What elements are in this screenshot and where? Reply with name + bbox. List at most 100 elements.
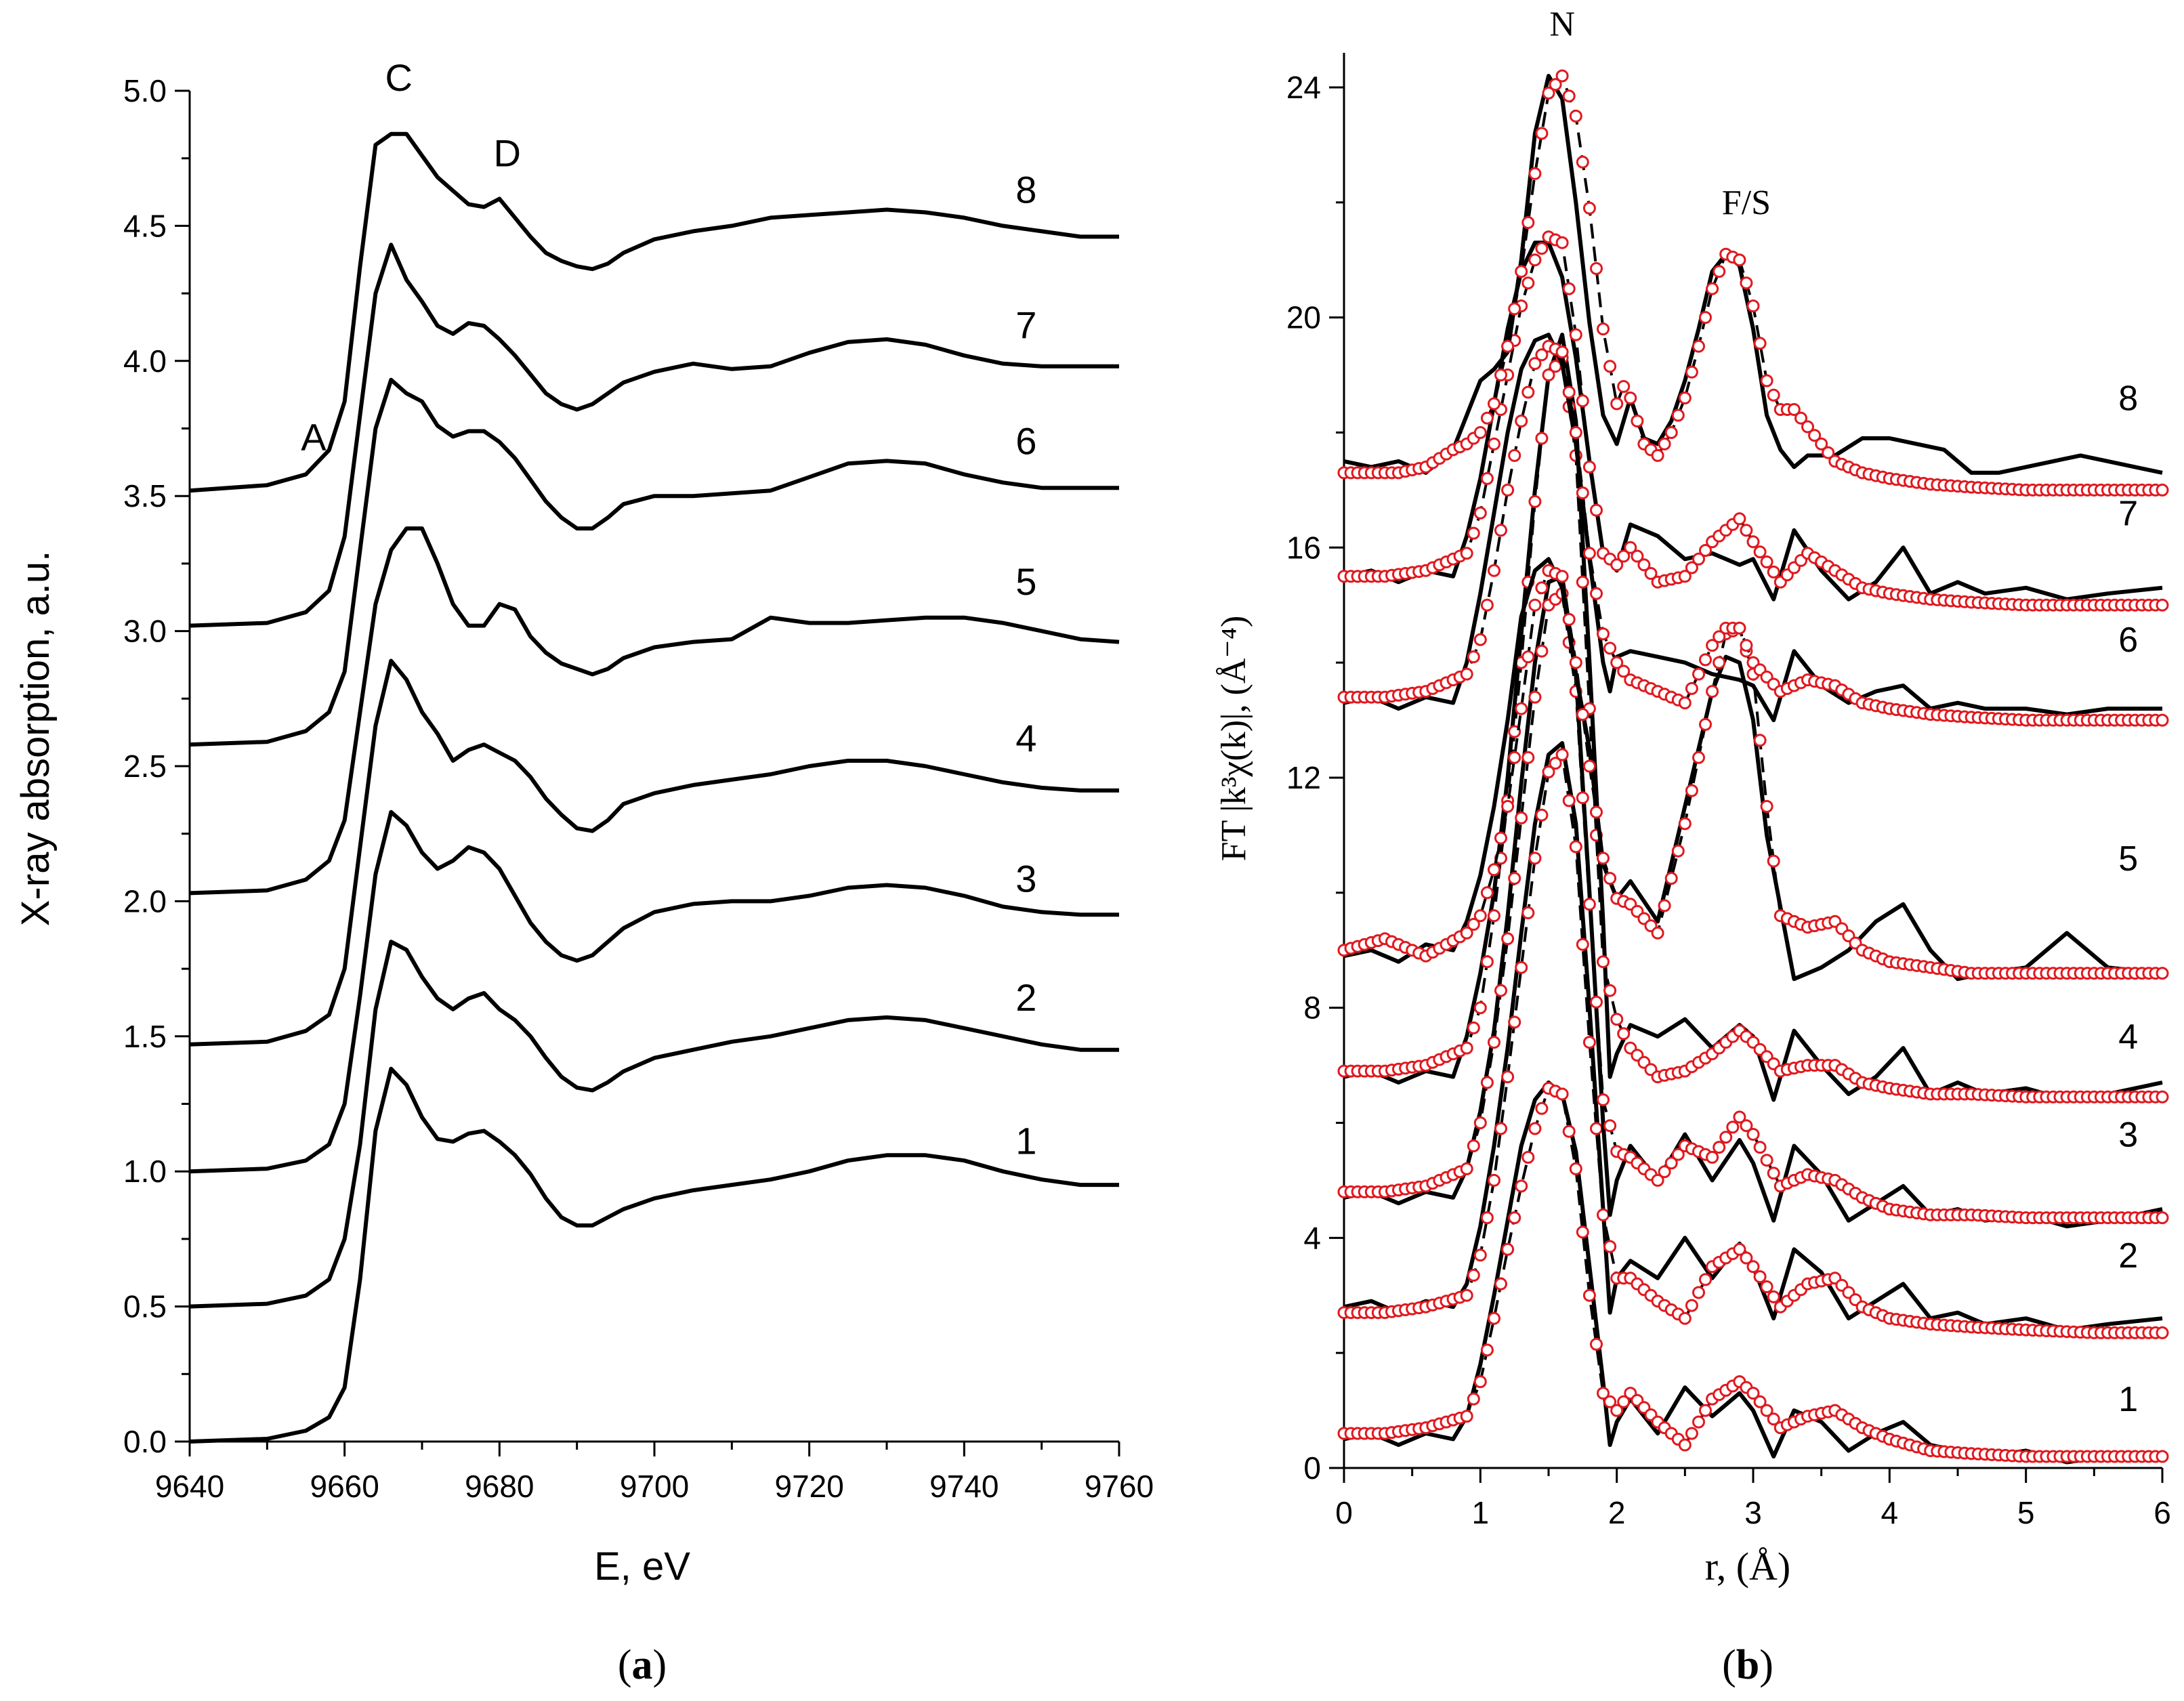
panel-b-letter: b bbox=[1736, 1642, 1759, 1688]
panel-a-x-tick-label: 9700 bbox=[620, 1469, 689, 1504]
panel-b-fit-point bbox=[1733, 512, 1746, 526]
panel-b-fit-point bbox=[1767, 854, 1780, 868]
panel-b-fit-point bbox=[1678, 570, 1692, 583]
panel-b-fit-point bbox=[1678, 696, 1692, 710]
panel-b-fit-point bbox=[1590, 1122, 1603, 1135]
panel-b-fit-point bbox=[1699, 717, 1712, 731]
panel-b-fit-point bbox=[1473, 1375, 1487, 1389]
panel-b-fit-point bbox=[1460, 1041, 1473, 1055]
panel-b-fit-point bbox=[1460, 547, 1473, 560]
panel-b-fit-series-5 bbox=[1337, 564, 2169, 980]
panel-b-fit-point bbox=[1767, 1290, 1780, 1303]
panel-b-fit-point bbox=[1501, 799, 1515, 813]
panel-b-fit-point bbox=[2156, 483, 2169, 497]
panel-b-fit-point bbox=[1473, 426, 1487, 439]
panel-b-fit-point bbox=[1542, 765, 1555, 778]
panel-b-series-labels: 1 2 3 4 5 6 7 8 bbox=[2118, 379, 2138, 1420]
panel-b-fit-point bbox=[1501, 483, 1515, 497]
panel-a-y-tick-label: 2.5 bbox=[123, 749, 167, 784]
panel-b-y-tick-label: 8 bbox=[1303, 990, 1321, 1026]
panel-b-fit-point bbox=[1494, 369, 1507, 381]
panel-b-fit-point bbox=[1582, 898, 1596, 911]
panel-a-series-label-5: 5 bbox=[1015, 560, 1036, 603]
panel-b-fit-point bbox=[1692, 1286, 1705, 1299]
panel-b-fit-point bbox=[1576, 486, 1589, 500]
panel-b-fit-point bbox=[1706, 282, 1719, 295]
panel-b-fit-point bbox=[1521, 650, 1535, 664]
panel-a-series-label-8: 8 bbox=[1015, 169, 1036, 211]
panel-b-fit-point bbox=[1488, 437, 1500, 450]
panel-b-fit-point bbox=[1542, 369, 1555, 381]
panel-b-fit-point bbox=[1685, 681, 1698, 695]
panel-b-fit-point bbox=[1480, 955, 1494, 969]
panel-b-fit-point bbox=[1576, 938, 1589, 951]
panel-b-fit-point bbox=[1569, 1162, 1582, 1175]
panel-b-fit-point bbox=[1582, 460, 1596, 474]
panel-b-fit-point bbox=[1555, 748, 1569, 761]
panel-b-fit-point bbox=[1467, 1021, 1480, 1034]
panel-b-fit-point bbox=[1746, 299, 1760, 313]
panel-b-fit-point bbox=[2156, 1450, 2169, 1463]
panel-b-curve-8 bbox=[1343, 74, 2163, 475]
panel-b-fit-point bbox=[1555, 1087, 1569, 1101]
panel-a-curve-7 bbox=[189, 243, 1119, 628]
panel-a-series-label-4: 4 bbox=[1015, 717, 1036, 759]
panel-b-fit-point bbox=[1535, 127, 1549, 140]
panel-b-fit-point bbox=[1562, 282, 1576, 295]
panel-b-fit-point bbox=[1549, 757, 1562, 770]
panel-b-fit-point bbox=[1767, 1167, 1780, 1180]
panel-b-fit-point bbox=[2156, 967, 2169, 980]
panel-b-fit-point bbox=[1713, 265, 1726, 278]
panel-b-fit-point bbox=[1678, 392, 1692, 404]
panel-b-fit-point bbox=[1494, 524, 1507, 537]
panel-b-x-tick-label: 4 bbox=[1881, 1495, 1899, 1530]
panel-b-fit-point bbox=[1473, 1001, 1487, 1015]
panel-b-fit-point bbox=[1760, 1404, 1773, 1417]
panel-b-fit-point bbox=[1569, 426, 1582, 439]
panel-b-fit-point bbox=[1494, 1277, 1507, 1290]
panel-b-fit-point bbox=[1699, 1273, 1712, 1286]
panel-b-fit-point bbox=[1685, 784, 1698, 797]
panel-b-fit-point bbox=[1460, 1410, 1473, 1423]
panel-b-fit-point bbox=[1760, 1154, 1773, 1167]
panel-b-fit-point bbox=[1535, 581, 1549, 595]
panel-b-fit-point bbox=[1576, 791, 1589, 805]
panel-b-fit-point bbox=[1494, 1122, 1507, 1135]
panel-b-fit-point bbox=[1535, 242, 1549, 255]
panel-b-fit-point bbox=[1576, 1225, 1589, 1239]
panel-b-fit-point bbox=[1501, 1070, 1515, 1084]
panel-a-y-tick-label: 4.0 bbox=[123, 343, 167, 379]
panel-b-fit-point bbox=[1726, 1120, 1740, 1134]
panel-a-x-tick-label: 9740 bbox=[929, 1469, 999, 1504]
panel-b-fit-point bbox=[1671, 408, 1685, 422]
panel-a-series-label-2: 2 bbox=[1015, 976, 1036, 1019]
panel-b-x-tick-label: 0 bbox=[1335, 1495, 1353, 1530]
panel-b-fit-point bbox=[1692, 339, 1705, 353]
panel-b-fit-point bbox=[1699, 311, 1712, 324]
panel-b-fit-point bbox=[1508, 448, 1521, 462]
panel-b-series-label-2: 2 bbox=[2118, 1236, 2138, 1276]
panel-b-fit-point bbox=[1767, 565, 1780, 579]
panel-b-fit-point bbox=[1603, 1240, 1617, 1253]
panel-b-fit-point bbox=[1590, 1337, 1603, 1351]
panel-b-fit-point bbox=[1740, 276, 1753, 290]
panel-b-fit-point bbox=[1535, 808, 1549, 822]
panel-b-annotation-n: N bbox=[1549, 5, 1575, 44]
panel-b-x-tick-label: 6 bbox=[2154, 1495, 2171, 1530]
panel-b-fit-point bbox=[1528, 852, 1542, 865]
panel-b-fit-point bbox=[1637, 558, 1651, 572]
panel-b-fit-point bbox=[1501, 339, 1515, 353]
panel-b-series-label-6: 6 bbox=[2118, 621, 2138, 660]
panel-a-y-tick-label: 0.0 bbox=[123, 1424, 167, 1459]
panel-a-annotation-a: A bbox=[301, 415, 327, 458]
panel-a-x-tick-label: 9640 bbox=[155, 1469, 224, 1504]
panel-b-fit-point bbox=[1597, 1208, 1610, 1221]
panel-b-fit-point bbox=[1713, 630, 1726, 644]
panel-b-fit-point bbox=[1664, 426, 1678, 439]
panel-b-fit-point bbox=[1488, 1036, 1500, 1049]
panel-a-series-labels: 1 2 3 4 5 6 7 8 bbox=[1015, 169, 1036, 1162]
panel-b-fit-point bbox=[1460, 1162, 1473, 1175]
panel-a-x-tick-label: 9720 bbox=[774, 1469, 843, 1504]
